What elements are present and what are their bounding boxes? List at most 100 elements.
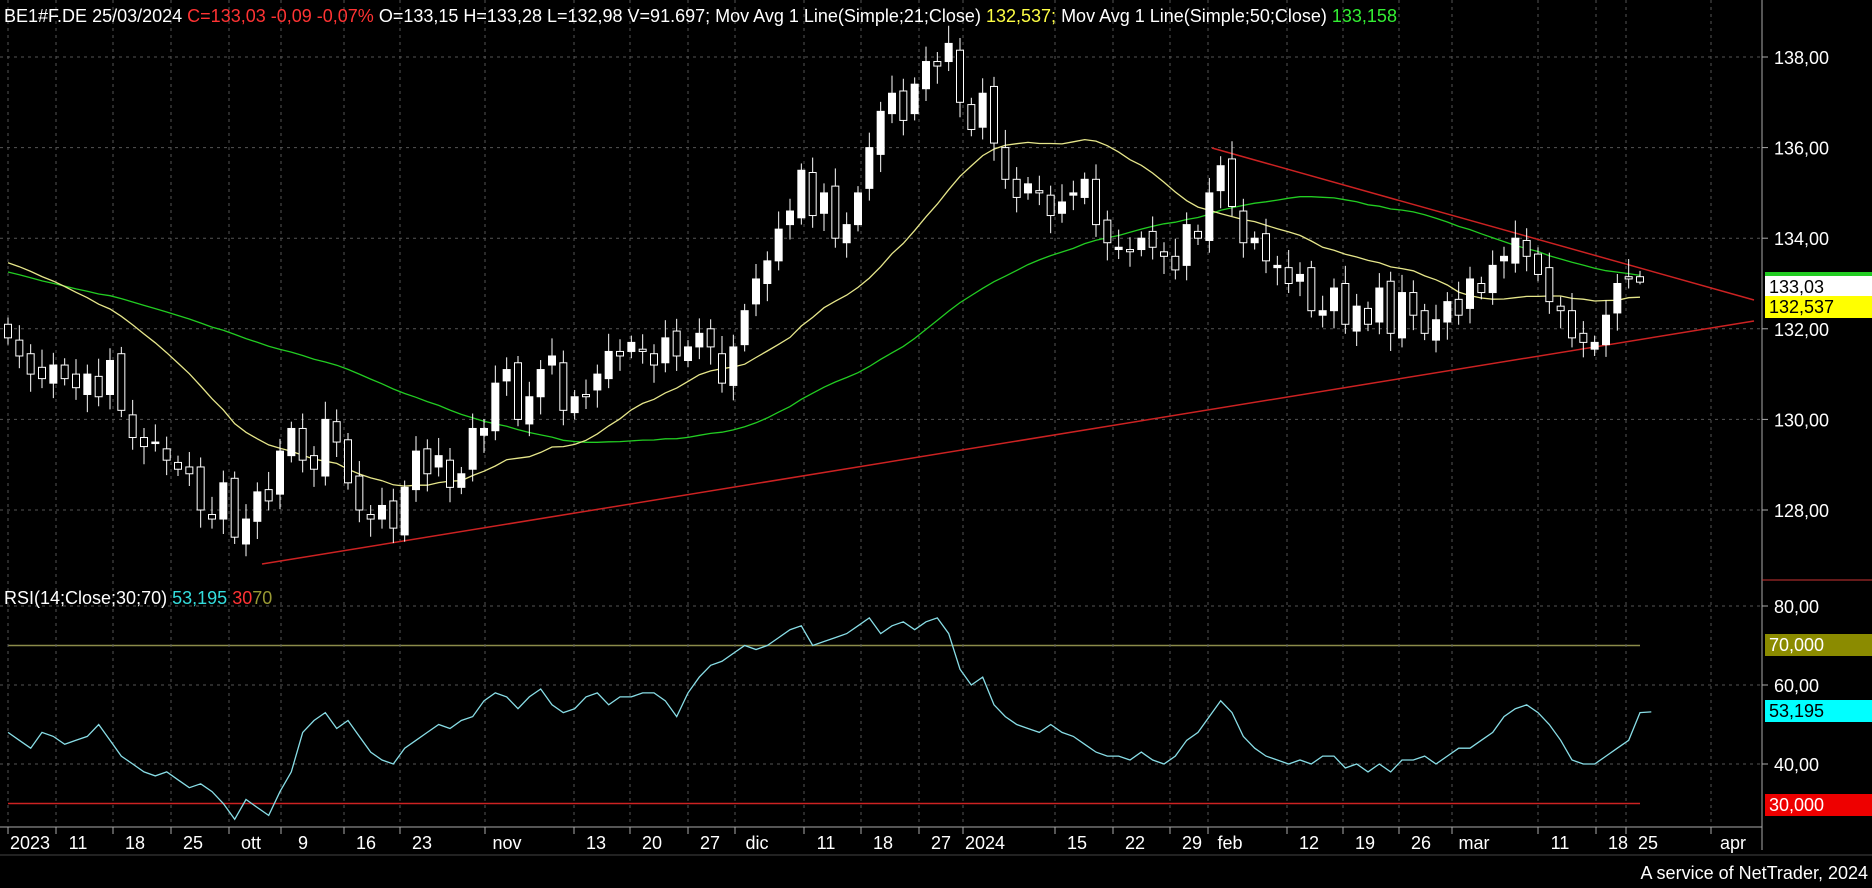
candle-body bbox=[763, 260, 772, 285]
candle-body bbox=[412, 450, 420, 491]
candle-body bbox=[1613, 283, 1622, 314]
candle-body bbox=[1364, 307, 1372, 325]
x-tick-label: 15 bbox=[1067, 833, 1087, 853]
ohlcv: O=133,15 H=133,28 L=132,98 V=91.697; bbox=[378, 6, 711, 26]
x-tick-label: 23 bbox=[412, 833, 432, 853]
candle-body bbox=[1194, 230, 1202, 239]
candle-body bbox=[94, 375, 103, 398]
candle-body bbox=[423, 448, 432, 475]
rsi-y-tick-label: 40,00 bbox=[1774, 755, 1819, 775]
x-tick-label: 27 bbox=[931, 833, 951, 853]
price-axis-ticks: 138,00 136,00 134,00 132,00 130,00 128,00 80,0… bbox=[1762, 48, 1829, 775]
candle-body bbox=[1398, 292, 1406, 339]
x-tick-label: 29 bbox=[1182, 833, 1202, 853]
ma21-label: Mov Avg 1 Line(Simple;21;Close) bbox=[715, 6, 981, 26]
candle-body bbox=[1330, 287, 1338, 312]
candle-body bbox=[162, 448, 171, 461]
candle-body bbox=[1602, 314, 1610, 346]
candle-body bbox=[117, 353, 126, 411]
candle-body bbox=[650, 353, 658, 366]
candle-body bbox=[26, 353, 35, 375]
candle-body bbox=[1228, 158, 1236, 207]
candle-body bbox=[1341, 283, 1350, 325]
y-tick-label: 130,00 bbox=[1774, 410, 1829, 430]
candle-body bbox=[276, 450, 284, 495]
x-tick-label: 26 bbox=[1411, 833, 1431, 853]
candle-body bbox=[242, 518, 250, 545]
candle-body bbox=[1636, 276, 1644, 283]
y-tick-label: 136,00 bbox=[1774, 139, 1829, 159]
candle-body bbox=[1103, 219, 1112, 244]
x-tick-label: nov bbox=[492, 833, 521, 853]
y-tick-label: 132,00 bbox=[1774, 320, 1829, 340]
candle-body bbox=[1420, 310, 1429, 334]
candle-body bbox=[287, 427, 296, 457]
rsi-header: RSI(14;Close;30;70) 53,195 3070 bbox=[4, 588, 272, 609]
candle-body bbox=[1522, 239, 1531, 257]
candle-body bbox=[661, 337, 670, 364]
x-tick-label: 19 bbox=[1355, 833, 1375, 853]
x-tick-label: feb bbox=[1217, 833, 1242, 853]
candle-body bbox=[1239, 210, 1248, 244]
candle-body bbox=[298, 427, 307, 461]
candle-body bbox=[196, 466, 205, 511]
candle-body bbox=[638, 348, 647, 352]
candle-body bbox=[15, 339, 24, 357]
x-tick-label: 11 bbox=[1551, 833, 1570, 853]
x-tick-label: ott bbox=[241, 833, 261, 853]
candle-body bbox=[820, 192, 828, 214]
candle-body bbox=[1488, 264, 1497, 294]
candle-body bbox=[253, 491, 262, 522]
candle-body bbox=[60, 364, 69, 380]
x-tick-label: dic bbox=[745, 833, 768, 853]
x-tick-label: mar bbox=[1459, 833, 1490, 853]
rsi-line bbox=[7, 617, 1652, 821]
x-tick-label: 27 bbox=[700, 833, 720, 853]
candle-body bbox=[355, 475, 364, 511]
candle-body bbox=[1556, 305, 1565, 312]
candle-body bbox=[174, 461, 182, 470]
candle-body bbox=[559, 362, 568, 411]
candle-body bbox=[1409, 292, 1418, 316]
candlestick-series bbox=[4, 25, 1644, 557]
candle-body bbox=[786, 210, 794, 226]
candle-body bbox=[1058, 201, 1066, 214]
x-tick-label: apr bbox=[1720, 833, 1746, 853]
candle-body bbox=[1273, 264, 1282, 269]
candle-body bbox=[1001, 147, 1010, 180]
candle-body bbox=[672, 330, 681, 357]
candle-body bbox=[1296, 273, 1304, 282]
candle-body bbox=[332, 421, 341, 443]
grid-lines bbox=[0, 0, 1762, 822]
candle-body bbox=[1624, 276, 1633, 280]
candle-body bbox=[1307, 267, 1316, 312]
x-tick-label: 11 bbox=[817, 833, 836, 853]
candle-body bbox=[502, 369, 511, 382]
x-tick-label: 25 bbox=[183, 833, 203, 853]
candle-body bbox=[888, 92, 896, 115]
candle-body bbox=[1216, 165, 1225, 192]
candle-body bbox=[4, 323, 12, 339]
candle-body bbox=[865, 147, 874, 189]
candle-body bbox=[1534, 253, 1542, 275]
candle-body bbox=[627, 341, 636, 352]
rsi-value: 53,195 bbox=[172, 588, 228, 608]
candle-body bbox=[831, 185, 840, 239]
candle-body bbox=[944, 42, 953, 63]
panel-separators bbox=[0, 0, 1872, 856]
candle-body bbox=[72, 373, 80, 389]
y-tick-label: 128,00 bbox=[1774, 501, 1829, 521]
candle-body bbox=[1080, 178, 1089, 198]
candle-body bbox=[990, 85, 998, 144]
ma50-label: Mov Avg 1 Line(Simple;50;Close) bbox=[1061, 6, 1327, 26]
candle-body bbox=[480, 427, 488, 436]
candle-body bbox=[389, 500, 398, 529]
candle-body bbox=[49, 364, 58, 384]
x-tick-label: 9 bbox=[298, 833, 308, 853]
candle-body bbox=[378, 504, 386, 520]
candle-body bbox=[310, 455, 318, 470]
x-tick-label: 2024 bbox=[965, 833, 1005, 853]
candle-body bbox=[684, 346, 692, 362]
candle-body bbox=[842, 224, 851, 244]
